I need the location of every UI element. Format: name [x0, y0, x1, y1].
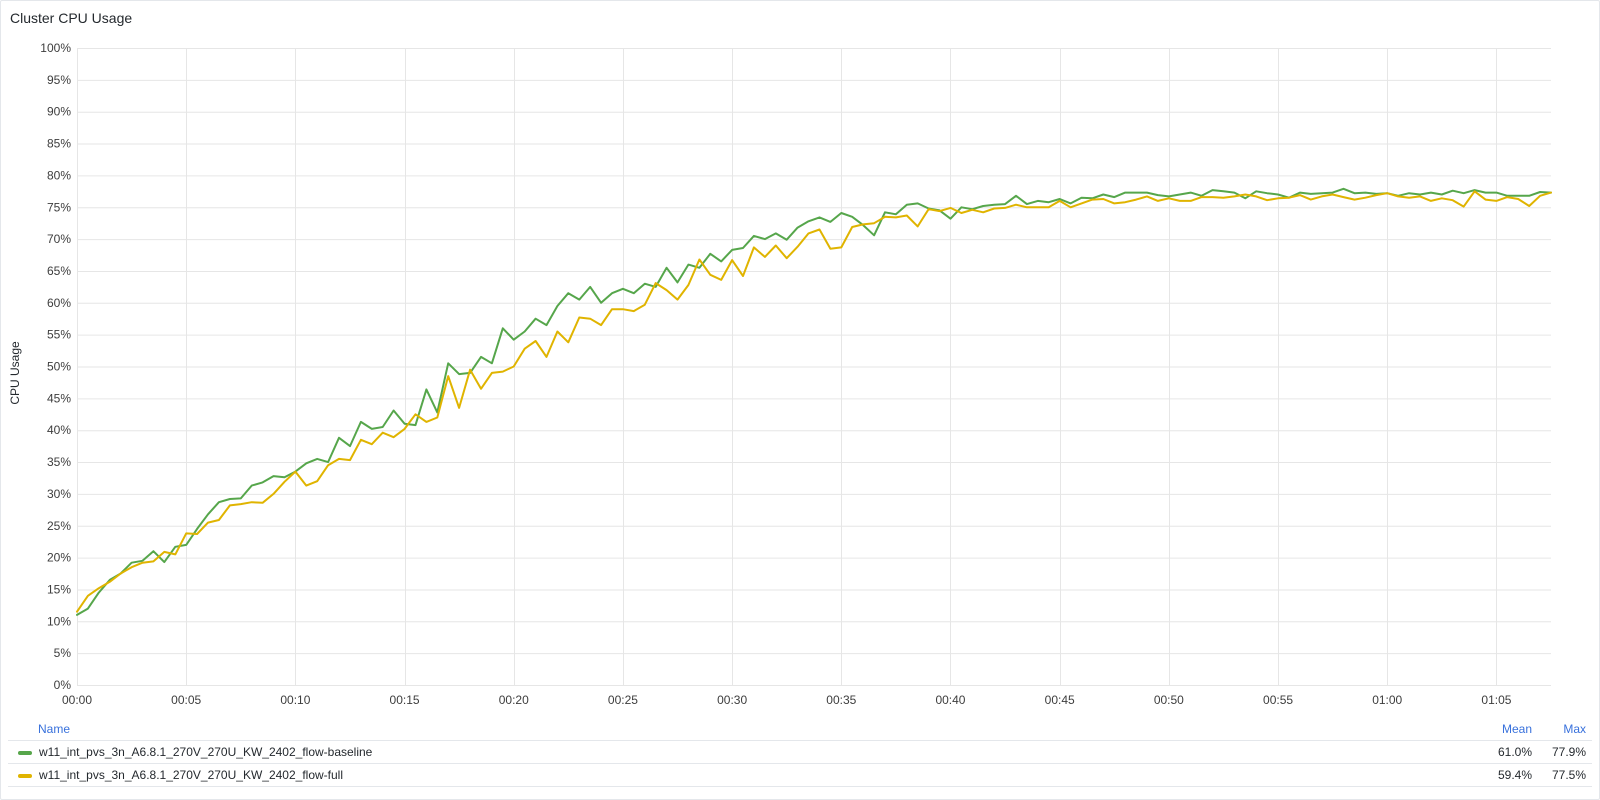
series-line: [76, 187, 1552, 616]
y-tick-label: 25%: [47, 519, 71, 533]
y-tick-label: 40%: [47, 423, 71, 437]
series-lines: [76, 187, 1552, 616]
x-tick-label: 00:40: [935, 693, 965, 707]
y-tick-label: 0%: [54, 678, 72, 692]
x-tick-label: 01:05: [1481, 693, 1511, 707]
y-tick-label: 70%: [47, 232, 71, 246]
x-axis: 00:00 00:05 00:10 00:15 00:20 00:25 00:30 00:35…: [62, 693, 1512, 707]
series-name[interactable]: w11_int_pvs_3n_A6.8.1_270V_270U_KW_2402_…: [39, 745, 373, 759]
y-tick-label: 20%: [47, 551, 71, 565]
y-axis-label: CPU Usage: [8, 341, 22, 405]
series-color-swatch: [18, 774, 32, 778]
y-tick-label: 100%: [40, 41, 71, 55]
y-tick-label: 90%: [47, 105, 71, 119]
y-tick-label: 50%: [47, 360, 71, 374]
y-axis: 0% 5% 10% 15% 20% 25% 30% 35% 40% 45% 50% 55% 60% 65%…: [40, 41, 71, 692]
legend: Name Mean Max w11_int_pvs_3n_A6.8.1_270V…: [8, 720, 1592, 787]
y-tick-label: 60%: [47, 296, 71, 310]
y-tick-label: 55%: [47, 328, 71, 342]
y-tick-label: 75%: [47, 200, 71, 214]
y-tick-label: 95%: [47, 73, 71, 87]
x-tick-label: 01:00: [1372, 693, 1402, 707]
series-max: 77.5%: [1551, 768, 1586, 782]
grid: [77, 48, 1551, 686]
x-tick-label: 00:00: [62, 693, 92, 707]
series-line: [76, 190, 1552, 613]
series-color-swatch: [18, 751, 32, 755]
legend-row[interactable]: w11_int_pvs_3n_A6.8.1_270V_270U_KW_2402_…: [8, 764, 1592, 787]
x-tick-label: 00:25: [608, 693, 638, 707]
y-tick-label: 80%: [47, 168, 71, 182]
y-tick-label: 35%: [47, 455, 71, 469]
y-tick-label: 10%: [47, 614, 71, 628]
series-mean: 59.4%: [1497, 768, 1532, 782]
y-tick-label: 65%: [47, 264, 71, 278]
x-tick-label: 00:20: [499, 693, 529, 707]
x-tick-label: 00:55: [1263, 693, 1293, 707]
legend-header-max[interactable]: Max: [1563, 722, 1586, 736]
x-tick-label: 00:45: [1045, 693, 1075, 707]
line-chart: 0% 5% 10% 15% 20% 25% 30% 35% 40% 45% 50% 55% 60% 65%…: [8, 41, 1552, 707]
y-tick-label: 5%: [54, 646, 72, 660]
legend-row[interactable]: w11_int_pvs_3n_A6.8.1_270V_270U_KW_2402_…: [8, 741, 1592, 764]
x-tick-label: 00:30: [717, 693, 747, 707]
y-tick-label: 85%: [47, 137, 71, 151]
series-mean: 61.0%: [1497, 745, 1532, 759]
panel-title: Cluster CPU Usage: [10, 10, 133, 26]
legend-header-name[interactable]: Name: [38, 722, 71, 736]
series-name[interactable]: w11_int_pvs_3n_A6.8.1_270V_270U_KW_2402_…: [39, 768, 343, 782]
x-tick-label: 00:05: [171, 693, 201, 707]
series-max: 77.9%: [1551, 745, 1586, 759]
x-tick-label: 00:10: [280, 693, 310, 707]
x-tick-label: 00:50: [1154, 693, 1184, 707]
legend-header: Name Mean Max: [8, 720, 1592, 741]
legend-header-mean[interactable]: Mean: [1501, 722, 1532, 736]
x-tick-label: 00:35: [826, 693, 856, 707]
y-tick-label: 15%: [47, 582, 71, 596]
y-tick-label: 30%: [47, 487, 71, 501]
y-tick-label: 45%: [47, 391, 71, 405]
x-tick-label: 00:15: [390, 693, 420, 707]
